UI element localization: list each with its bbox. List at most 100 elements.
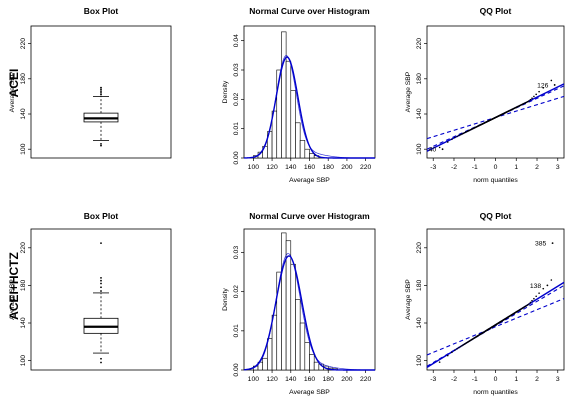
panel-title: Normal Curve over Histogram — [249, 6, 370, 16]
x-tick-label: -3 — [430, 376, 436, 383]
y-tick-label: 0.00 — [233, 151, 240, 164]
histogram-bar — [295, 122, 301, 159]
outlier-point — [100, 282, 102, 285]
normal-curve — [243, 56, 375, 159]
y-tick-label: 180 — [416, 73, 423, 85]
qq-point — [538, 292, 540, 294]
outlier-point — [100, 90, 102, 93]
point-annotation: 385 — [535, 241, 547, 248]
x-tick-label: 220 — [360, 164, 372, 171]
panel-5: Normal Curve over Histogram0.000.010.020… — [222, 211, 376, 396]
panel-title: QQ Plot — [480, 211, 512, 221]
point-annotation: 138 — [530, 283, 542, 290]
qq-point — [458, 346, 460, 349]
y-axis-label: Density — [222, 80, 229, 103]
y-tick-label: 100 — [20, 143, 27, 155]
point-annotation: 126 — [537, 82, 549, 89]
outlier-point — [100, 93, 102, 96]
qq-point — [550, 279, 553, 281]
plot-frame — [426, 25, 565, 159]
qq-point — [446, 354, 449, 357]
y-axis-label: Average SBP — [9, 279, 16, 320]
y-tick-label: 0.02 — [233, 285, 240, 298]
outlier-point — [100, 143, 102, 145]
outlier-point — [100, 242, 102, 245]
qq-point — [451, 138, 453, 141]
plot-frame — [30, 228, 172, 371]
boxplot — [83, 242, 119, 364]
y-axis: 100 140 180 220 — [416, 242, 427, 366]
histogram-bar — [267, 338, 273, 371]
x-axis-label: Average SBP — [289, 389, 330, 396]
outlier-point — [100, 357, 102, 360]
panel-title: Box Plot — [84, 211, 119, 221]
qq-point — [438, 146, 441, 149]
y-tick-label: 0.00 — [233, 363, 240, 376]
qq-point — [461, 344, 463, 347]
histogram-bar — [309, 354, 315, 371]
y-tick-label: 220 — [416, 242, 423, 254]
y-tick-label: 220 — [20, 242, 27, 254]
qq-point — [525, 101, 528, 104]
point-annotation: 40 — [429, 147, 437, 154]
histogram — [253, 232, 338, 371]
x-axis-label: norm quantiles — [473, 177, 518, 184]
envelope-upper — [426, 284, 565, 367]
panel-1: Box Plot 100 140 180 220 Average SBP — [9, 6, 172, 159]
x-tick-label: 2 — [535, 376, 539, 383]
density-curve — [244, 55, 375, 159]
qq-point — [529, 301, 532, 304]
boxplot — [83, 86, 119, 147]
outlier-point — [100, 286, 102, 289]
outlier-point — [100, 86, 102, 89]
qq-point — [525, 304, 528, 307]
x-tick-label: 0 — [494, 376, 498, 383]
qq-point — [533, 95, 535, 98]
qq-point — [538, 90, 540, 93]
density-curve — [243, 253, 375, 371]
plot-frame — [426, 228, 565, 371]
histogram-bar — [262, 357, 268, 371]
qq-point — [528, 100, 530, 102]
x-tick-label: 200 — [341, 376, 353, 383]
x-tick-label: -1 — [472, 164, 478, 171]
x-tick-label: 180 — [323, 164, 335, 171]
y-tick-label: 0.03 — [233, 246, 240, 259]
row-label-1: ACEI+HCTZ — [7, 252, 21, 320]
y-tick-label: 180 — [20, 73, 27, 85]
qq-point — [438, 361, 441, 363]
outlier-point — [100, 279, 102, 282]
x-tick-label: 140 — [285, 164, 297, 171]
y-axis: 0.00 0.01 0.02 0.03 0.04 — [233, 34, 244, 165]
qq-point — [456, 347, 458, 350]
y-tick-label: 0.04 — [233, 34, 240, 47]
x-tick-label: 0 — [494, 164, 498, 171]
qq-point — [529, 98, 532, 101]
x-tick-label: 200 — [341, 164, 353, 171]
x-axis: 100 120 140 160 180 200 220 — [248, 158, 372, 171]
qq-point — [550, 79, 553, 82]
qq-point — [456, 135, 458, 138]
qq-point — [542, 287, 545, 290]
histogram-bar — [281, 31, 287, 159]
outlier-point — [100, 290, 102, 292]
qq-point — [451, 351, 453, 354]
qq-point — [528, 303, 530, 305]
y-tick-label: 140 — [416, 108, 423, 120]
y-axis-label: Average SBP — [405, 71, 412, 112]
x-tick-label: 120 — [266, 376, 278, 383]
histogram-bar — [295, 299, 301, 371]
x-axis: 100 120 140 160 180 200 220 — [248, 370, 372, 383]
x-tick-label: 180 — [323, 376, 335, 383]
qq-point-labeled — [546, 284, 549, 287]
qq-point-labeled — [441, 148, 444, 151]
histogram-bar — [313, 361, 320, 371]
envelope-lower — [426, 298, 565, 356]
histogram-bar — [290, 263, 296, 371]
qq-points — [438, 242, 554, 363]
qq-point — [459, 345, 462, 348]
panel-title: Normal Curve over Histogram — [249, 211, 370, 221]
y-axis: 0.00 0.01 0.02 0.03 — [233, 246, 244, 377]
histogram — [253, 31, 320, 159]
